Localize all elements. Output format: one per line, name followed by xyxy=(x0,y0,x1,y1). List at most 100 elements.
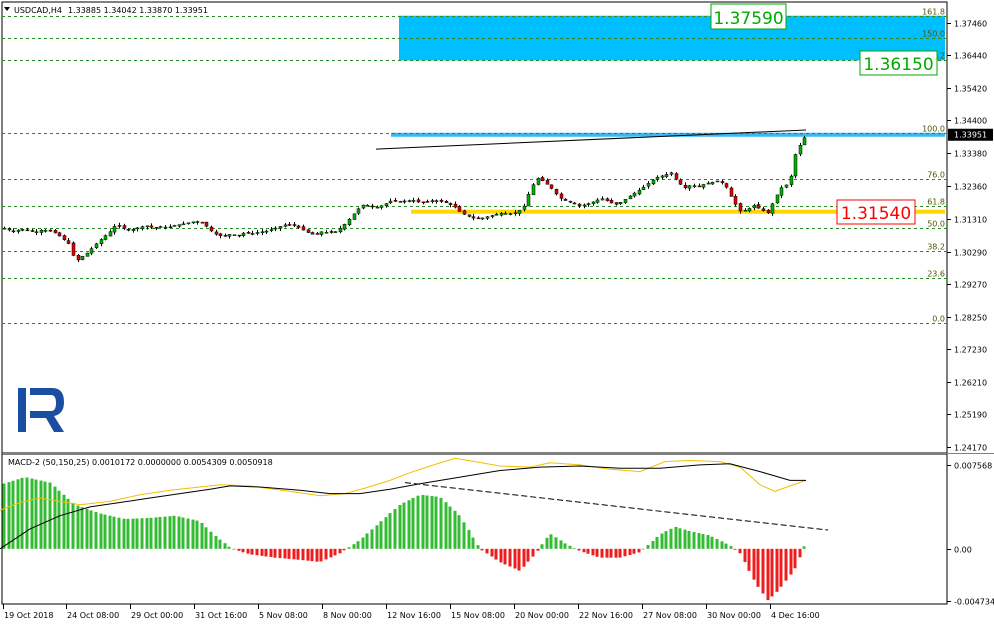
macd-histogram-bar xyxy=(117,517,121,549)
candle-body xyxy=(287,224,292,226)
candle-body xyxy=(692,185,697,187)
candle-body xyxy=(540,177,545,181)
macd-histogram-bar xyxy=(494,548,498,560)
candle-body xyxy=(361,204,366,209)
macd-histogram-bar xyxy=(738,548,742,554)
macd-histogram-bar xyxy=(609,548,613,558)
candle-body xyxy=(651,179,656,185)
macd-histogram-bar xyxy=(628,548,632,555)
candle-body xyxy=(789,175,794,185)
symbol-title: USDCAD,H4 1.33885 1.34042 1.33870 1.33951 xyxy=(14,6,208,15)
candle-body xyxy=(802,137,807,146)
macd-histogram-bar xyxy=(30,478,34,549)
macd-histogram-bar xyxy=(508,548,512,567)
candle-body xyxy=(729,187,734,197)
macd-histogram-bar xyxy=(209,531,213,549)
macd-histogram-bar xyxy=(62,494,66,549)
macd-histogram-bar xyxy=(715,539,719,549)
candle-body xyxy=(779,187,784,196)
macd-histogram-bar xyxy=(577,548,581,551)
candle-body xyxy=(669,172,674,175)
macd-histogram-bar xyxy=(80,507,84,549)
macd-histogram-bar xyxy=(651,541,655,549)
candle-body xyxy=(260,231,265,234)
macd-histogram-bar xyxy=(789,548,793,575)
candle-body xyxy=(85,252,90,257)
macd-histogram-bar xyxy=(99,513,103,549)
macd-histogram-bar xyxy=(430,496,434,549)
macd-histogram-bar xyxy=(319,548,323,562)
candle-body xyxy=(710,181,715,185)
macd-histogram-bar xyxy=(329,548,333,558)
macd-histogram-bar xyxy=(393,509,397,549)
macd-trendline xyxy=(404,482,829,531)
candle-body xyxy=(310,232,315,235)
candle-body xyxy=(766,209,771,214)
price-tick-label: 1.34400 xyxy=(954,117,987,126)
macd-histogram-bar xyxy=(522,548,526,567)
macd-histogram-bar xyxy=(614,548,618,558)
candle-body xyxy=(255,232,260,234)
candle-body xyxy=(11,230,16,233)
macd-histogram-bar xyxy=(333,548,337,556)
candle-body xyxy=(724,183,729,188)
macd-histogram-bar xyxy=(687,530,691,549)
price-tick-label: 1.32360 xyxy=(954,183,987,192)
candle-body xyxy=(476,217,481,220)
candle-body xyxy=(439,199,444,202)
candle-body xyxy=(715,180,720,183)
candle-body xyxy=(490,215,495,217)
candle-body xyxy=(761,208,766,211)
candle-body xyxy=(39,230,44,233)
candle-body xyxy=(554,189,559,195)
macd-histogram-bar xyxy=(246,548,250,554)
candle-body xyxy=(683,184,688,188)
candle-body xyxy=(43,230,48,232)
candle-body xyxy=(559,193,564,199)
candle-body xyxy=(319,231,324,235)
price-panel: 161.8150.0138.2100.076.061.850.038.223.6… xyxy=(1,1,993,454)
candle-body xyxy=(393,199,398,202)
candle-body xyxy=(628,195,633,200)
macd-histogram-bar xyxy=(517,548,521,571)
macd-histogram-bar xyxy=(94,512,98,549)
macd-histogram-bar xyxy=(25,477,29,549)
candle-body xyxy=(195,221,200,223)
candle-body xyxy=(191,221,196,224)
candle-body xyxy=(333,231,338,233)
macd-histogram-bar xyxy=(255,548,259,556)
candle-body xyxy=(80,256,85,260)
candle-body xyxy=(572,202,577,205)
macd-histogram-bar xyxy=(43,481,47,549)
macd-histogram-bar xyxy=(674,526,678,549)
macd-histogram-bar xyxy=(802,546,806,549)
current-price-marker xyxy=(948,128,993,141)
macd-histogram-bar xyxy=(301,548,305,561)
candle-body xyxy=(329,231,334,233)
candle-body xyxy=(384,203,389,207)
macd-histogram-bar xyxy=(39,480,43,549)
macd-histogram-bar xyxy=(140,518,144,549)
macd-histogram-bar xyxy=(112,516,116,549)
candle-body xyxy=(99,239,104,245)
candle-body xyxy=(278,226,283,229)
macd-histogram-bar xyxy=(352,544,356,549)
macd-histogram-bar xyxy=(365,533,369,549)
macd-histogram-bar xyxy=(683,529,687,549)
candle-body xyxy=(618,201,623,205)
macd-histogram-bar xyxy=(462,522,466,549)
macd-histogram-bar xyxy=(600,548,604,558)
candle-body xyxy=(158,226,163,228)
candle-body xyxy=(531,184,536,195)
title-dropdown-icon xyxy=(4,7,10,11)
macd-histogram-bar xyxy=(76,505,80,549)
candle-body xyxy=(16,229,21,232)
candle-body xyxy=(402,200,407,203)
macd-histogram-bar xyxy=(586,548,590,554)
candle-body xyxy=(591,201,596,204)
price-target-box xyxy=(859,50,938,76)
macd-tick-label: -0.004734 xyxy=(954,598,994,607)
candle-body xyxy=(407,200,412,202)
time-tick-label: 27 Nov 08:00 xyxy=(643,611,697,620)
candle-body xyxy=(122,225,127,229)
